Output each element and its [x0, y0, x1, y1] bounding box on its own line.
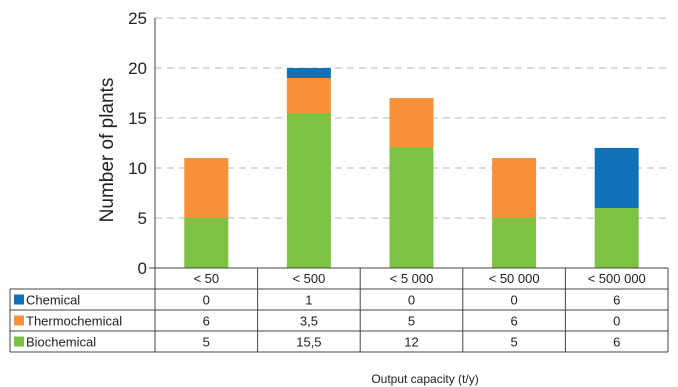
axis-layer: 0 5 10 15 20 25 — [128, 9, 668, 278]
y-tick-label: 10 — [128, 159, 147, 178]
data-label: 5 — [203, 335, 210, 350]
x-tick-label: < 500 000 — [588, 271, 646, 286]
bar-chemical — [286, 68, 331, 78]
bar-thermochemical — [389, 98, 434, 148]
y-tick-label: 20 — [128, 59, 147, 78]
y-tick-label: 0 — [138, 259, 147, 278]
legend-label: Thermochemical — [26, 314, 122, 329]
x-tick-label: < 500 — [292, 271, 325, 286]
data-label: 6 — [613, 335, 620, 350]
x-tick-label: < 50 000 — [489, 271, 540, 286]
legend-swatch-chemical — [14, 294, 24, 305]
data-label: 5 — [408, 314, 415, 329]
data-label: 0 — [203, 293, 210, 308]
bar-thermochemical — [184, 158, 229, 218]
x-axis-title: Output capacity (t/y) — [371, 372, 478, 386]
legend-swatch-thermochemical — [14, 315, 24, 326]
y-axis-title: Number of plants — [97, 78, 118, 223]
data-label: 0 — [510, 293, 517, 308]
y-tick-label: 5 — [138, 209, 147, 228]
legend-label: Chemical — [26, 293, 80, 308]
data-label: 6 — [203, 314, 210, 329]
x-tick-label: < 50 — [193, 271, 219, 286]
x-tick-label: < 5 000 — [390, 271, 434, 286]
bar-layer — [184, 68, 639, 268]
data-table: < 50 < 500 < 5 000 < 50 000 < 500 000 Chemica… — [9, 268, 669, 353]
bar-chemical — [594, 148, 639, 208]
data-label: 6 — [510, 314, 517, 329]
bar-biochemical — [389, 148, 434, 268]
data-label: 0 — [613, 314, 620, 329]
bar-thermochemical — [286, 78, 331, 113]
data-label: 5 — [510, 335, 517, 350]
y-tick-label: 15 — [128, 109, 147, 128]
y-tick-label: 25 — [128, 9, 147, 28]
data-label: 0 — [408, 293, 415, 308]
bar-biochemical — [594, 208, 639, 268]
bar-biochemical — [492, 218, 537, 268]
data-label: 15,5 — [296, 335, 321, 350]
legend-label: Biochemical — [26, 335, 96, 350]
legend-swatch-biochemical — [14, 336, 24, 347]
data-label: 6 — [613, 293, 620, 308]
bar-thermochemical — [492, 158, 537, 218]
bar-biochemical — [184, 218, 229, 268]
bar-biochemical — [286, 113, 331, 268]
data-label: 3,5 — [300, 314, 318, 329]
data-label: 12 — [404, 335, 418, 350]
data-label: 1 — [305, 293, 312, 308]
